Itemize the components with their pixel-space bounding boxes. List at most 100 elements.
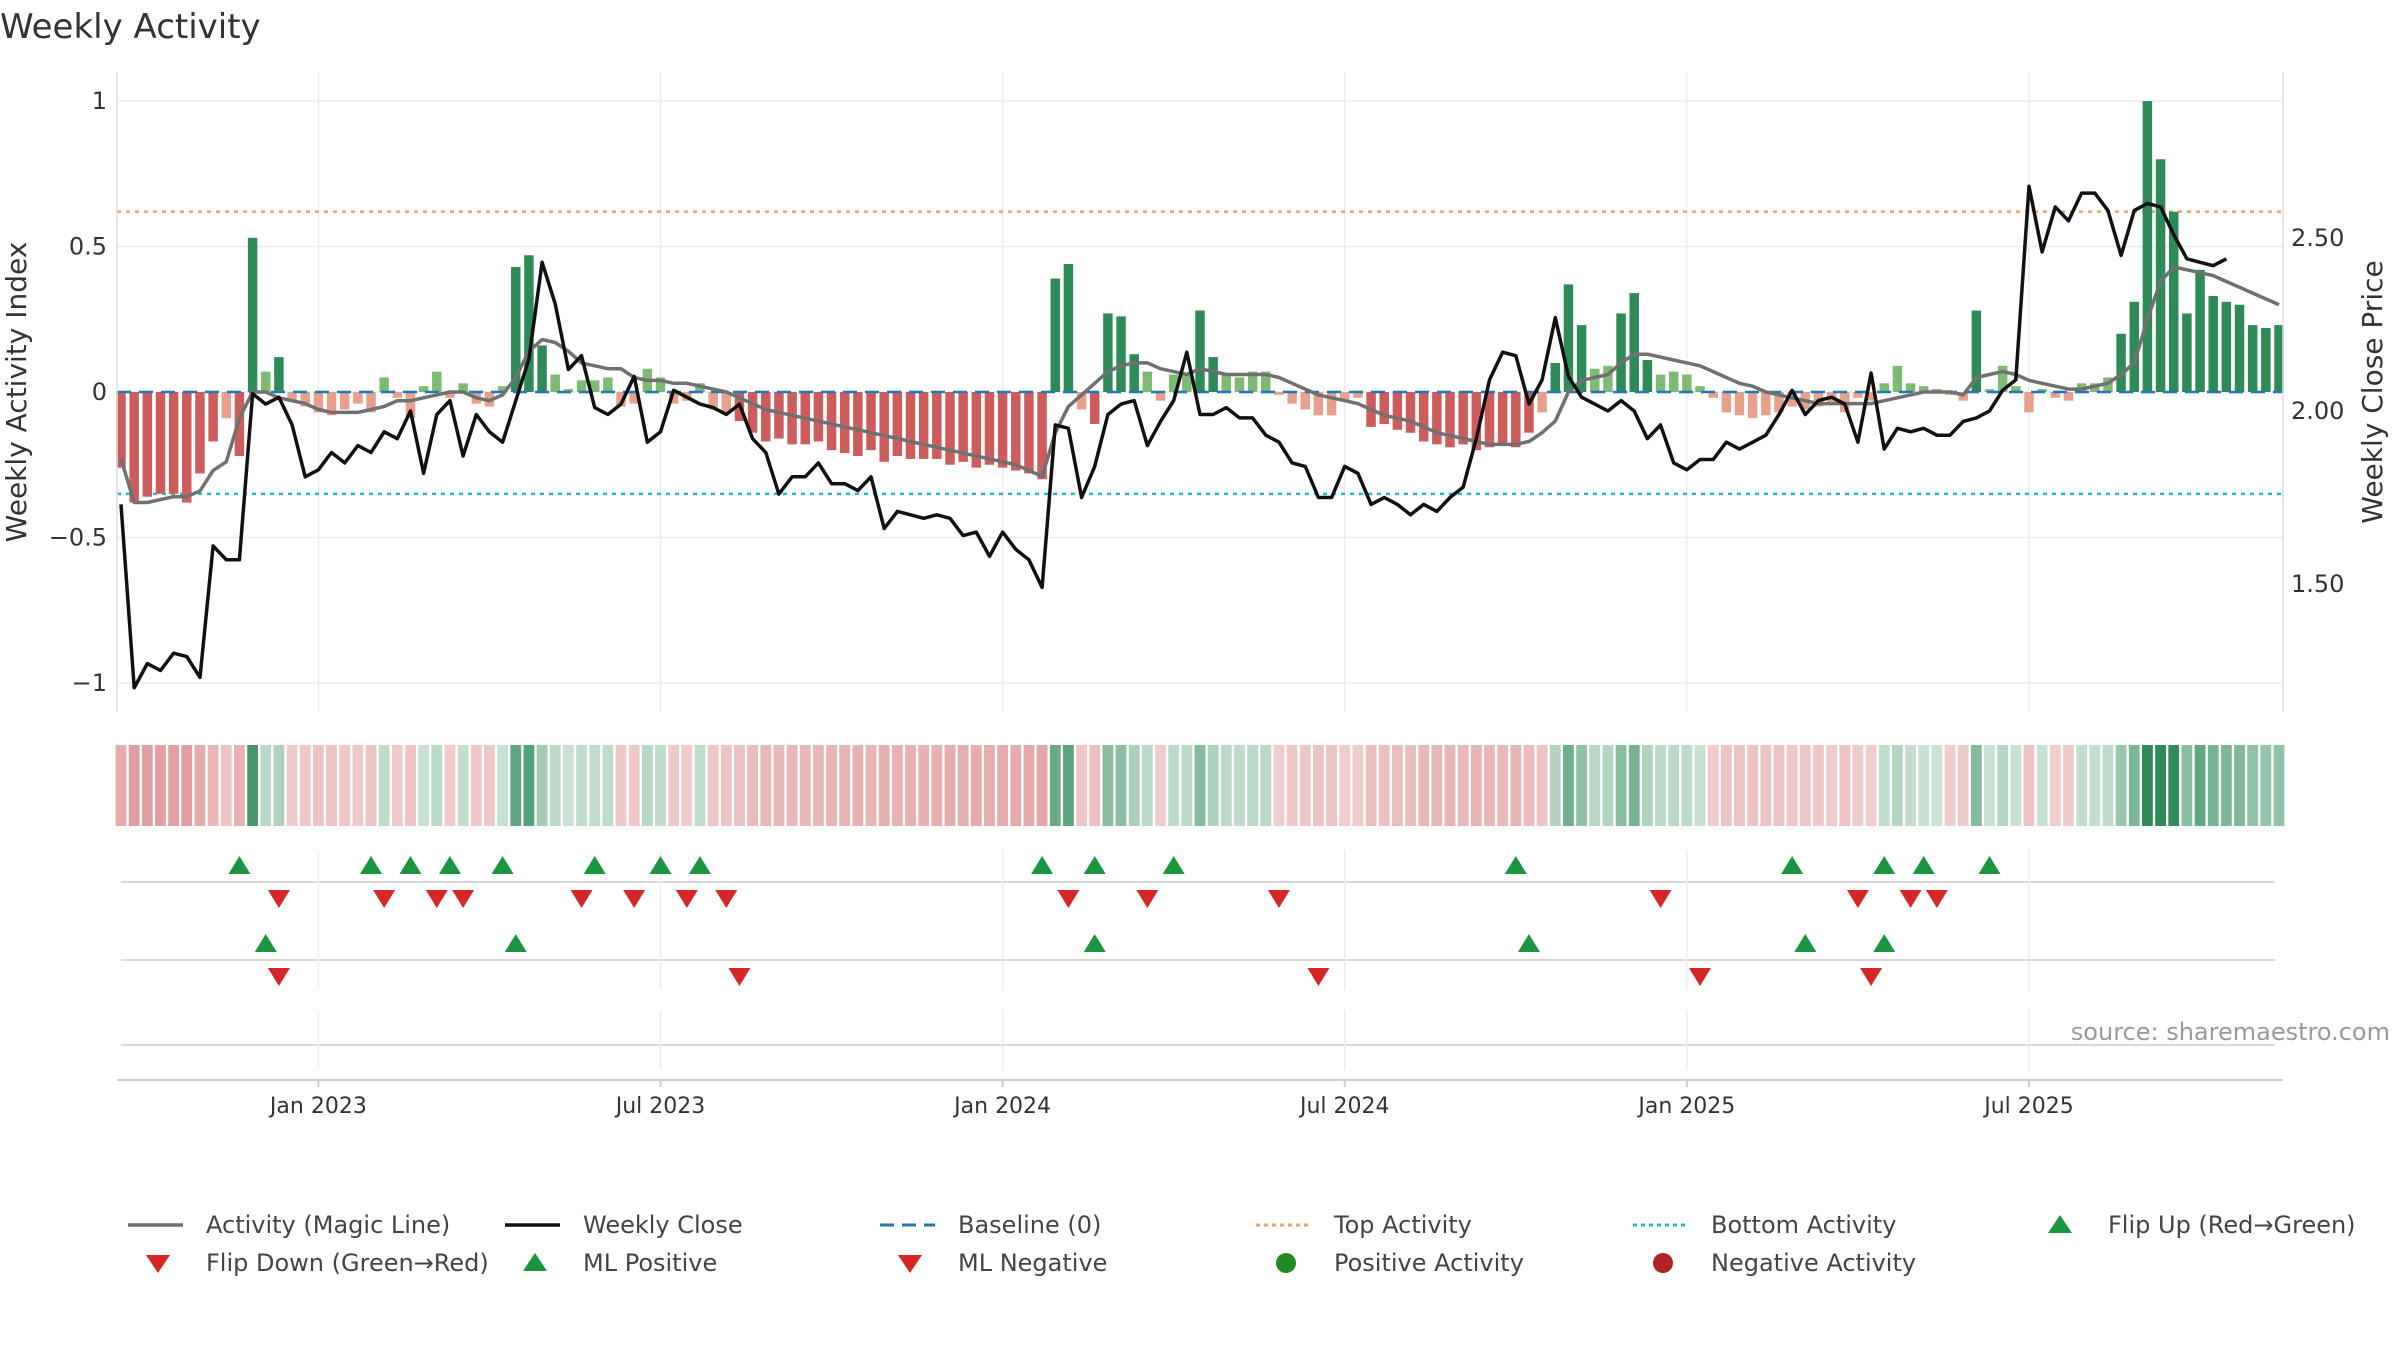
heat-strip-cell bbox=[2234, 745, 2245, 826]
activity-bar bbox=[2142, 101, 2153, 392]
heat-strip-cell bbox=[1668, 745, 1680, 826]
heat-strip-cell bbox=[813, 745, 824, 826]
heat-strip-cell bbox=[1707, 745, 1719, 826]
legend-item: Baseline (0) bbox=[880, 1211, 1101, 1239]
activity-bar bbox=[563, 389, 574, 392]
x-tick-label: Jan 2023 bbox=[268, 1094, 367, 1119]
heat-strip-cell bbox=[181, 745, 193, 826]
flip-down-marker bbox=[1899, 890, 1922, 908]
heat-strip-cell bbox=[260, 745, 272, 826]
heat-strip-cell bbox=[1839, 745, 1851, 826]
heat-strip-cell bbox=[865, 745, 877, 826]
heat-strip-cell bbox=[1168, 745, 1180, 826]
heat-strip-cell bbox=[1970, 745, 1982, 826]
activity-bar bbox=[813, 392, 824, 442]
activity-bar bbox=[2155, 159, 2166, 392]
heat-strip-cell bbox=[1865, 745, 1877, 826]
heat-strip-cell bbox=[1128, 745, 1140, 826]
y-tick-label: 0.5 bbox=[69, 233, 107, 261]
activity-bar bbox=[274, 357, 284, 392]
heat-strip-cell bbox=[826, 745, 837, 826]
heat-strip-cell bbox=[444, 745, 456, 826]
legend-label: Top Activity bbox=[1333, 1211, 1472, 1239]
y-tick-label: 0 bbox=[92, 378, 107, 406]
activity-bar bbox=[1418, 392, 1429, 442]
activity-bar bbox=[129, 392, 139, 503]
heat-strip-cell bbox=[602, 745, 614, 826]
activity-bar bbox=[853, 392, 863, 456]
heat-strip-cell bbox=[2049, 745, 2061, 826]
heat-strip-cell bbox=[2089, 745, 2101, 826]
y-right-tick-label: 1.50 bbox=[2291, 570, 2344, 598]
heat-strip-cell bbox=[1497, 745, 1509, 826]
legend-swatch-up bbox=[523, 1253, 547, 1271]
activity-bar bbox=[958, 392, 968, 462]
heat-strip-cell bbox=[918, 745, 930, 826]
activity-bar bbox=[432, 371, 442, 392]
heat-strip-cell bbox=[1720, 745, 1732, 826]
heat-strip-cell bbox=[1536, 745, 1548, 826]
legend-item: Top Activity bbox=[1256, 1211, 1472, 1239]
activity-bar bbox=[2274, 325, 2284, 392]
heat-strip-cell bbox=[220, 745, 232, 826]
ml-negative-marker bbox=[1689, 968, 1712, 986]
activity-bar bbox=[116, 392, 126, 468]
heat-strip-cell bbox=[1602, 745, 1614, 826]
heat-strip-cell bbox=[1681, 745, 1693, 826]
flip-up-marker bbox=[1162, 856, 1185, 874]
activity-bar bbox=[326, 392, 337, 416]
heat-strip-cell bbox=[1273, 745, 1285, 826]
x-tick-label: Jul 2024 bbox=[1298, 1094, 1390, 1119]
ml-negative-marker bbox=[1307, 968, 1330, 986]
heat-strip-cell bbox=[1931, 745, 1943, 826]
source-note: source: sharemaestro.com bbox=[2071, 1018, 2390, 1046]
legend-item: Negative Activity bbox=[1653, 1249, 1916, 1277]
legend-label: Positive Activity bbox=[1334, 1249, 1524, 1277]
heat-strip-cell bbox=[1734, 745, 1745, 826]
activity-bar bbox=[458, 383, 468, 392]
legend-item: ML Positive bbox=[523, 1249, 717, 1277]
heat-strip-cell bbox=[141, 745, 153, 826]
activity-bar bbox=[142, 392, 153, 497]
heat-strip-cell bbox=[536, 745, 548, 826]
flip-down-marker bbox=[267, 890, 290, 908]
heat-strip-cell bbox=[2102, 745, 2114, 826]
flip-up-marker bbox=[1912, 856, 1935, 874]
heat-strip-cell bbox=[352, 745, 364, 826]
activity-bar bbox=[1063, 264, 1074, 392]
flip-down-marker bbox=[1925, 890, 1948, 908]
activity-bar bbox=[1458, 392, 1468, 445]
flip-down-marker bbox=[570, 890, 593, 908]
heat-strip-cell bbox=[628, 745, 640, 826]
activity-bar bbox=[1695, 386, 1705, 392]
activity-bar bbox=[313, 392, 324, 413]
activity-bar bbox=[984, 392, 995, 465]
heat-strip-cell bbox=[1892, 745, 1903, 826]
heat-strip-cell bbox=[997, 745, 1009, 826]
heat-strip-cell bbox=[1878, 745, 1890, 826]
activity-bar bbox=[932, 392, 942, 459]
heat-strip-cell bbox=[2220, 745, 2232, 826]
legend-item: Weekly Close bbox=[505, 1211, 743, 1239]
activity-bar bbox=[879, 392, 889, 462]
activity-bar bbox=[2195, 269, 2205, 392]
activity-bar bbox=[1550, 362, 1561, 392]
heat-strip-cell bbox=[799, 745, 811, 826]
heat-strip-cell bbox=[1694, 745, 1706, 826]
flip-down-marker bbox=[675, 890, 698, 908]
heat-strip-cell bbox=[1089, 745, 1101, 826]
activity-bar bbox=[1274, 392, 1284, 395]
activity-bar bbox=[1379, 392, 1389, 424]
activity-bar bbox=[1287, 392, 1297, 404]
heat-strip-cell bbox=[497, 745, 508, 826]
heat-strip-cell bbox=[470, 745, 482, 826]
activity-bar bbox=[1629, 293, 1639, 392]
flip-down-marker bbox=[715, 890, 738, 908]
flip-down-marker bbox=[425, 890, 448, 908]
heat-strip-cell bbox=[668, 745, 680, 826]
heat-strip-cell bbox=[418, 745, 430, 826]
heat-strip-cell bbox=[1418, 745, 1430, 826]
heat-strip-cell bbox=[1365, 745, 1377, 826]
activity-bar bbox=[1471, 392, 1482, 451]
